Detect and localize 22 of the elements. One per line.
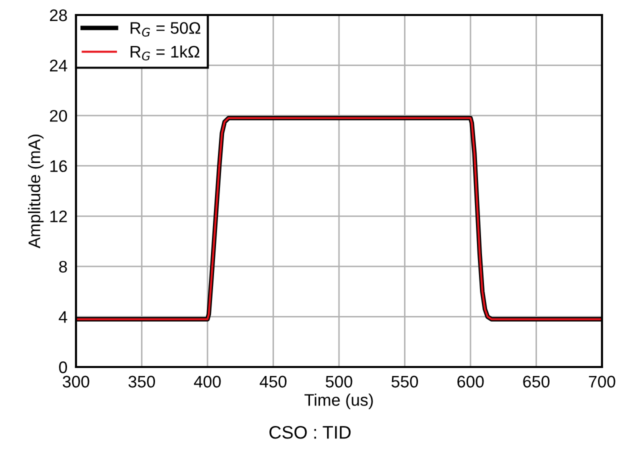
text: CSO : TID <box>269 426 351 439</box>
y-tick-label: 16 <box>50 160 67 172</box>
x-tick-label: 650 <box>523 376 550 388</box>
x-axis-title: Time (us) <box>304 394 373 410</box>
legend-label: R$_{G}$ = 1kΩ <box>130 45 200 60</box>
y-tick-label: 28 <box>50 9 67 22</box>
y-tick-label: 8 <box>59 260 67 273</box>
y-tick-label: 20 <box>50 110 68 122</box>
y-tick-label: 12 <box>50 210 67 222</box>
x-tick-label: 350 <box>128 376 156 388</box>
y-tick-label: 0 <box>59 361 68 374</box>
x-tick-label: 400 <box>194 376 221 388</box>
y-axis-title: Amplitude (mA) <box>28 134 44 248</box>
x-tick-label: 600 <box>457 376 484 388</box>
x-tick-label: 300 <box>62 376 90 388</box>
x-tick-label: 700 <box>588 376 616 388</box>
y-tick-label: 24 <box>50 60 68 72</box>
legend-label: R$_{G}$ = 50Ω <box>130 22 200 37</box>
y-tick-label: 4 <box>58 311 68 323</box>
x-tick-label: 550 <box>392 376 418 388</box>
x-tick-label: 500 <box>326 376 352 388</box>
x-tick-label: 450 <box>260 376 287 388</box>
